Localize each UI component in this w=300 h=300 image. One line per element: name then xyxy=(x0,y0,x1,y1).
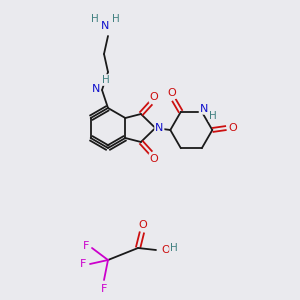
Text: O: O xyxy=(139,220,147,230)
Text: H: H xyxy=(170,243,178,253)
Text: F: F xyxy=(101,284,107,294)
Text: H: H xyxy=(102,75,110,85)
Text: H: H xyxy=(112,14,120,24)
Text: H: H xyxy=(209,111,217,121)
Text: N: N xyxy=(92,84,100,94)
Text: F: F xyxy=(83,241,89,251)
Text: O: O xyxy=(149,92,158,102)
Text: N: N xyxy=(155,123,164,133)
Text: N: N xyxy=(101,21,109,31)
Text: O: O xyxy=(228,123,237,133)
Text: O: O xyxy=(161,245,170,255)
Text: O: O xyxy=(167,88,176,98)
Text: H: H xyxy=(91,14,99,24)
Text: F: F xyxy=(80,259,86,269)
Text: O: O xyxy=(149,154,158,164)
Text: N: N xyxy=(200,104,208,114)
